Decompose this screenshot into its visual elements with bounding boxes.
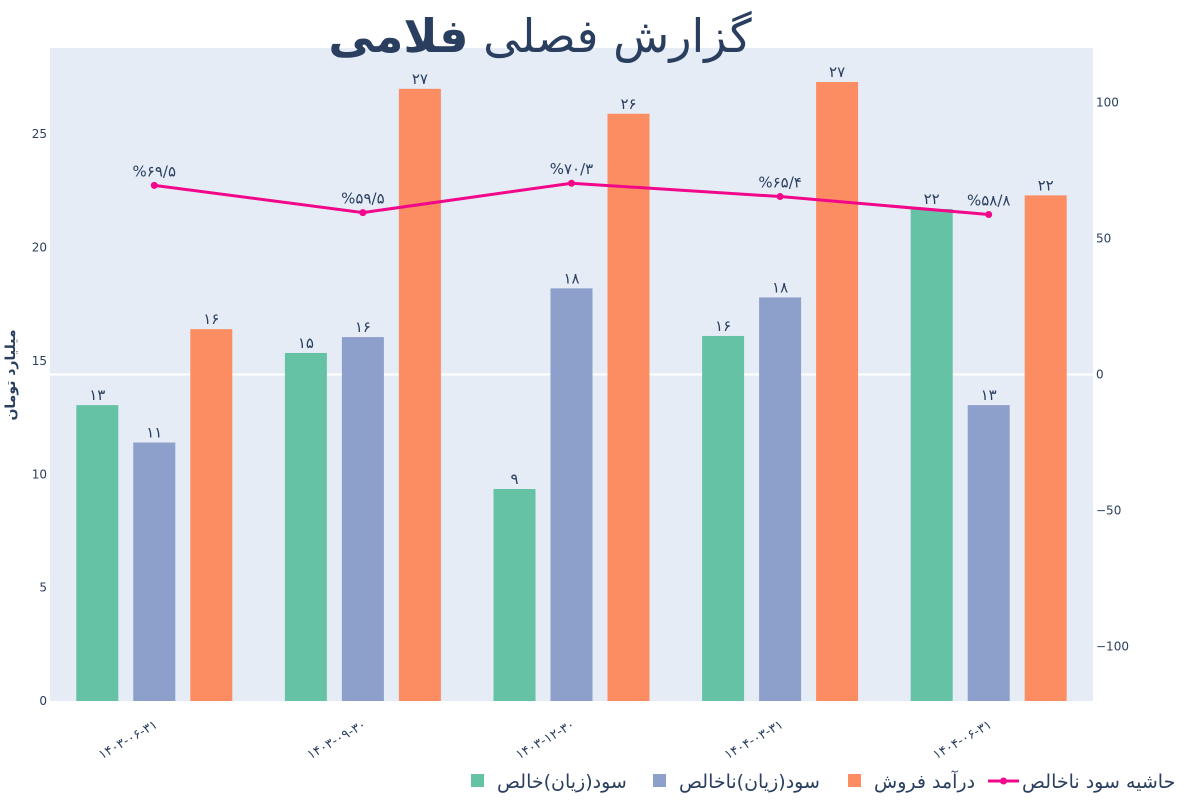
legend-label: سود(زیان)ناخالص [679, 771, 820, 793]
bar [1024, 195, 1067, 701]
x-tick-label: ۱۴۰۴-۰۶-۳۱ [931, 717, 995, 763]
bar [76, 405, 119, 701]
bar [607, 113, 650, 701]
y2-tick-label: −100 [1096, 640, 1129, 654]
x-tick-label: ۱۴۰۴-۰۳-۳۱ [722, 717, 786, 763]
y-axis-title: میلیارد تومان [3, 329, 19, 420]
legend-marker [653, 774, 666, 787]
line-data-label: %۵۹/۵ [341, 190, 384, 208]
legend-marker [848, 774, 861, 787]
bar-data-label: ۱۱ [146, 424, 162, 442]
chart-title-bold: فلامی [328, 9, 468, 63]
bar [759, 297, 802, 701]
bar [550, 288, 593, 701]
bar-data-label: ۱۳ [89, 386, 105, 404]
bar-data-label: ۱۳ [981, 386, 997, 404]
bar [702, 335, 745, 701]
legend-label: حاشیه سود ناخالص [1022, 771, 1175, 793]
chart-title: گزارش فصلی فلامی [328, 9, 751, 64]
y-tick-label: 20 [32, 241, 47, 255]
bar-data-label: ۲۶ [620, 95, 636, 113]
line-point [568, 179, 575, 187]
bar-data-label: ۱۸ [772, 278, 788, 296]
line-data-label: %۵۸/۸ [967, 192, 1010, 210]
bar [133, 442, 176, 701]
legend-marker [471, 774, 484, 787]
line-point [359, 209, 367, 217]
line-data-label: %۶۵/۴ [758, 174, 801, 192]
legend-marker-point [1000, 777, 1007, 785]
x-tick-label: ۱۴۰۳-۰۹-۳۰ [305, 717, 369, 763]
bar-data-label: ۱۸ [563, 269, 579, 287]
bar [341, 337, 384, 701]
chart-title-main: گزارش فصلی [483, 9, 752, 64]
bar [910, 208, 953, 701]
y-tick-label: 10 [32, 467, 47, 481]
bar [493, 489, 536, 701]
bar-data-label: ۱۶ [203, 310, 219, 328]
bar-data-label: ۲۲ [1038, 176, 1054, 194]
bar [190, 329, 233, 701]
x-tick-label: ۱۴۰۳-۱۲-۳۰ [513, 717, 577, 763]
bar-data-label: ۱۶ [715, 317, 731, 335]
bar [816, 82, 859, 701]
y2-tick-label: −50 [1096, 504, 1121, 518]
y-tick-label: 0 [39, 694, 47, 708]
bar-data-label: ۲۲ [924, 190, 940, 208]
legend-label: درآمد فروش [874, 769, 975, 793]
bar-data-label: ۹ [510, 470, 518, 488]
bar-data-label: ۲۷ [829, 63, 845, 81]
line-point [776, 193, 784, 201]
bar-data-label: ۱۶ [355, 318, 371, 336]
line-point [985, 211, 993, 219]
x-tick-label: ۱۴۰۳-۰۶-۳۱ [96, 717, 160, 763]
bar [967, 405, 1010, 701]
line-data-label: %۷۰/۳ [550, 160, 593, 178]
y2-tick-label: 0 [1096, 368, 1104, 382]
bar-data-label: ۱۵ [298, 334, 314, 352]
y-tick-label: 15 [32, 354, 47, 368]
bar [398, 88, 441, 701]
bar [284, 352, 327, 701]
line-data-label: %۶۹/۵ [133, 162, 176, 180]
line-point [150, 181, 158, 189]
legend-label: سود(زیان)خالص [497, 771, 627, 793]
bar-data-label: ۲۷ [412, 70, 428, 88]
y2-tick-label: 50 [1096, 231, 1111, 245]
y-tick-label: 5 [39, 581, 47, 595]
y2-tick-label: 100 [1096, 95, 1119, 109]
y-tick-label: 25 [32, 127, 47, 141]
